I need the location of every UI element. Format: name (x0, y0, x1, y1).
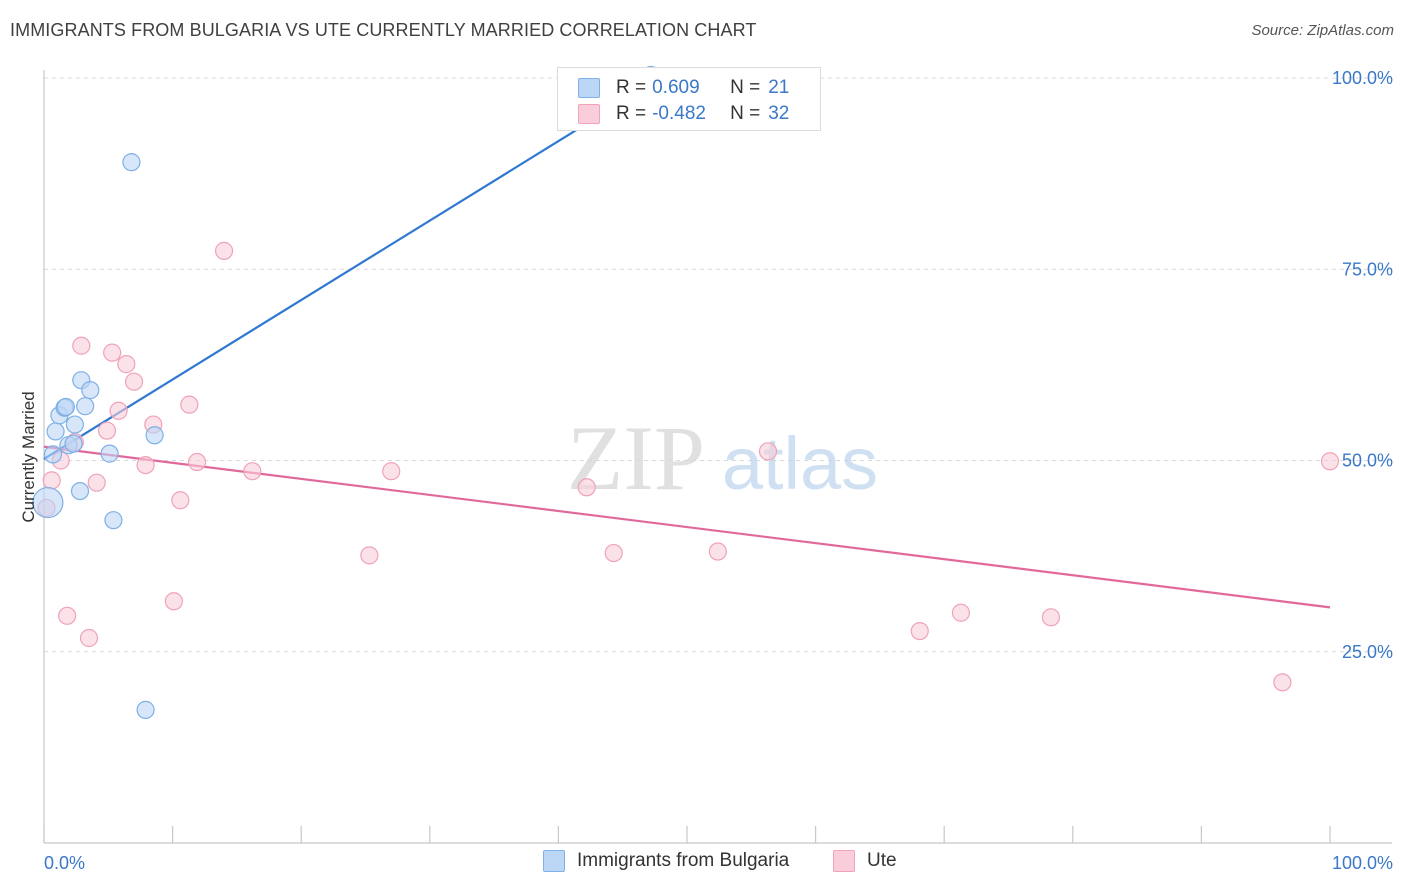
ute-point (117, 355, 136, 374)
y-tick-label: 50.0% (1342, 451, 1393, 471)
bulgaria-point (136, 700, 155, 719)
legend-r-value: -0.482 (652, 103, 706, 124)
ute-point (708, 542, 727, 561)
data-points (32, 65, 1340, 719)
ute-point (604, 543, 623, 563)
y-tick-label: 100.0% (1332, 68, 1393, 88)
axes: 25.0% 50.0% 75.0% 100.0% (43, 68, 1393, 844)
legend-n-label: N = (730, 103, 761, 124)
trend-lines (43, 88, 1331, 609)
bulgaria-point (32, 486, 64, 519)
watermark: ZIP atlas (567, 407, 878, 509)
bulgaria-point (76, 397, 95, 416)
ute-point (1041, 608, 1061, 627)
ute-swatch (578, 104, 600, 124)
ute-point (1320, 452, 1340, 471)
watermark-atlas: atlas (722, 422, 878, 505)
legend-n-value: 32 (768, 103, 790, 124)
ute-point (79, 628, 99, 648)
ute-point (42, 471, 61, 490)
ute-point (136, 455, 155, 475)
bulgaria-point (64, 434, 83, 453)
x-tick-label-min: 0.0% (44, 853, 85, 873)
ute-point (214, 241, 234, 260)
legend-r-label: R = (616, 103, 647, 124)
bulgaria-point (70, 482, 90, 501)
bulgaria-point (46, 422, 65, 441)
ute-point (910, 621, 929, 641)
chart-title: IMMIGRANTS FROM BULGARIA VS UTE CURRENTL… (10, 20, 757, 40)
bulgaria-swatch (578, 78, 600, 98)
legend-n-label: N = (730, 77, 761, 98)
gridlines (44, 77, 1392, 653)
ute-legend-swatch (833, 850, 855, 872)
bulgaria-point (43, 445, 63, 464)
y-axis-label: Currently Married (19, 391, 38, 522)
ute-point (87, 473, 106, 492)
ute-point (97, 421, 117, 440)
ute-point (951, 603, 971, 622)
bulgaria-legend-label: Immigrants from Bulgaria (577, 850, 790, 871)
ute-point (758, 442, 778, 461)
bulgaria-point (145, 426, 164, 445)
bulgaria-point (81, 381, 100, 400)
ute-legend-label: Ute (867, 850, 897, 871)
legend-r-value: 0.609 (652, 77, 700, 98)
ute-point (124, 372, 144, 391)
legend-n-value: 21 (768, 77, 790, 98)
bottom-legend-ute: Ute (833, 850, 897, 872)
source-label: Source: ZipAtlas.com (1251, 22, 1394, 39)
stats-legend: R = 0.609 N = 21 R = -0.482 N = 32 (557, 67, 821, 131)
legend-r-label: R = (616, 77, 647, 98)
bulgaria-point (104, 511, 123, 530)
ute-point (171, 491, 190, 510)
ute-point (187, 452, 207, 472)
bulgaria-trend-line (43, 88, 643, 460)
y-tick-label: 25.0% (1342, 642, 1393, 662)
ute-point (103, 343, 122, 362)
bulgaria-legend-swatch (543, 850, 565, 872)
ute-point (164, 592, 183, 611)
x-tick-label-max: 100.0% (1332, 853, 1393, 873)
ute-point (360, 546, 379, 565)
legend-row-bulgaria: R = 0.609 N = 21 (578, 75, 789, 101)
bottom-legend-bulgaria: Immigrants from Bulgaria (543, 850, 789, 872)
legend-row-ute: R = -0.482 N = 32 (578, 101, 789, 127)
ute-point (72, 336, 91, 355)
bulgaria-point (100, 444, 119, 463)
ute-point (1273, 673, 1292, 692)
bulgaria-point (65, 415, 84, 434)
ute-point (109, 401, 128, 420)
ute-point (577, 478, 596, 497)
bulgaria-point (56, 397, 75, 417)
ute-point (180, 395, 199, 414)
ute-point (243, 462, 262, 481)
y-tick-label: 75.0% (1342, 259, 1393, 279)
bulgaria-point (122, 153, 141, 172)
ute-point (382, 462, 401, 481)
ute-point (58, 606, 77, 625)
